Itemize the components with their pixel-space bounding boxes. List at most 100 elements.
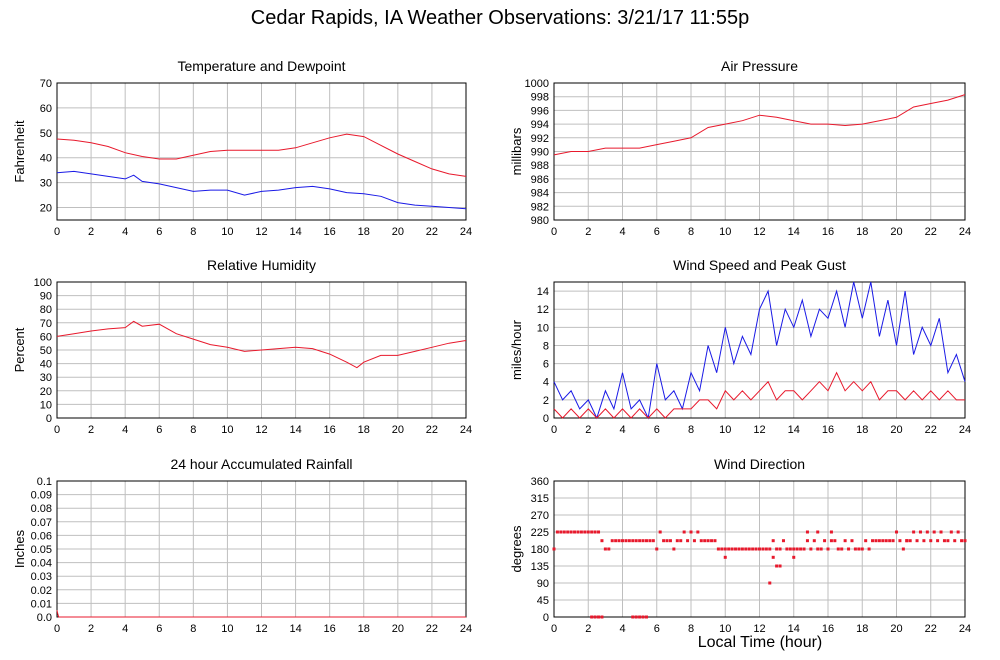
data-point bbox=[590, 530, 594, 534]
panel-title: 24 hour Accumulated Rainfall bbox=[170, 456, 352, 472]
y-tick-label: 70 bbox=[40, 318, 52, 330]
x-tick-label: 14 bbox=[788, 623, 800, 635]
x-tick-label: 24 bbox=[959, 226, 971, 238]
y-tick-label: 0.04 bbox=[31, 558, 52, 570]
x-tick-label: 16 bbox=[822, 424, 834, 436]
x-tick-label: 20 bbox=[890, 623, 902, 635]
data-point bbox=[638, 615, 642, 619]
x-tick-label: 18 bbox=[358, 623, 370, 635]
x-tick-label: 20 bbox=[392, 424, 404, 436]
x-tick-label: 22 bbox=[426, 623, 438, 635]
chart-panel-1: 0 2 4 6 8 10 12 14 16 18 20 22 249809829849869889909… bbox=[509, 58, 971, 238]
data-point bbox=[747, 547, 751, 551]
data-point bbox=[881, 539, 885, 543]
data-point bbox=[576, 530, 580, 534]
y-tick-label: 10 bbox=[40, 399, 52, 411]
y-tick-label: 0.0 bbox=[37, 612, 52, 624]
data-point bbox=[888, 539, 892, 543]
data-point bbox=[929, 539, 933, 543]
x-tick-label: 12 bbox=[753, 226, 765, 238]
data-point bbox=[627, 539, 631, 543]
data-point bbox=[610, 539, 614, 543]
data-point bbox=[617, 539, 621, 543]
data-point bbox=[771, 539, 775, 543]
data-point bbox=[908, 539, 912, 543]
data-point bbox=[655, 547, 659, 551]
y-tick-label: 6 bbox=[543, 359, 549, 371]
data-point bbox=[573, 530, 577, 534]
y-axis-label: Fahrenheit bbox=[12, 120, 27, 183]
data-point bbox=[901, 547, 905, 551]
panel-title: Wind Direction bbox=[714, 456, 805, 472]
data-point bbox=[672, 547, 676, 551]
data-point bbox=[562, 530, 566, 534]
data-point bbox=[648, 539, 652, 543]
x-tick-label: 10 bbox=[221, 623, 233, 635]
data-point bbox=[912, 530, 916, 534]
x-tick-label: 24 bbox=[959, 623, 971, 635]
data-point bbox=[644, 615, 648, 619]
x-tick-label: 10 bbox=[719, 623, 731, 635]
data-point bbox=[569, 530, 573, 534]
data-point bbox=[871, 539, 875, 543]
y-tick-label: 980 bbox=[531, 215, 549, 227]
y-tick-label: 0.1 bbox=[37, 476, 52, 488]
chart-panel-0: 0 2 4 6 8 10 12 14 16 18 20 22 24203040506070Tempera… bbox=[12, 58, 472, 238]
data-point bbox=[593, 530, 597, 534]
y-axis-label: millibars bbox=[509, 127, 524, 175]
series-line-blue bbox=[553, 281, 966, 420]
x-tick-label: 22 bbox=[925, 226, 937, 238]
x-tick-label: 2 bbox=[88, 623, 94, 635]
y-axis-label: degrees bbox=[509, 525, 524, 572]
data-point bbox=[864, 539, 868, 543]
x-tick-label: 2 bbox=[88, 226, 94, 238]
y-tick-label: 998 bbox=[531, 92, 549, 104]
x-tick-label: 16 bbox=[822, 623, 834, 635]
y-tick-label: 100 bbox=[34, 277, 52, 289]
y-tick-label: 30 bbox=[40, 372, 52, 384]
data-point bbox=[816, 547, 820, 551]
y-tick-label: 4 bbox=[543, 377, 549, 389]
x-tick-label: 0 bbox=[551, 226, 557, 238]
x-tick-label: 0 bbox=[551, 424, 557, 436]
data-point bbox=[696, 530, 700, 534]
data-point bbox=[836, 547, 840, 551]
data-point bbox=[877, 539, 881, 543]
y-tick-label: 0 bbox=[543, 612, 549, 624]
y-tick-label: 984 bbox=[531, 188, 549, 200]
y-tick-label: 0.09 bbox=[31, 490, 52, 502]
data-point bbox=[953, 539, 957, 543]
data-point bbox=[586, 530, 590, 534]
x-tick-label: 18 bbox=[358, 424, 370, 436]
data-point bbox=[679, 539, 683, 543]
data-point bbox=[716, 547, 720, 551]
data-point bbox=[829, 539, 833, 543]
x-tick-label: 2 bbox=[585, 623, 591, 635]
y-tick-label: 0.05 bbox=[31, 544, 52, 556]
data-point bbox=[963, 539, 967, 543]
chart-panel-2: 0 2 4 6 8 10 12 14 16 18 20 22 240102030405060708090… bbox=[12, 257, 472, 436]
y-tick-label: 988 bbox=[531, 160, 549, 172]
data-point bbox=[768, 547, 772, 551]
y-tick-label: 0.01 bbox=[31, 598, 52, 610]
data-point bbox=[895, 530, 898, 534]
data-point bbox=[686, 539, 690, 543]
y-tick-label: 50 bbox=[40, 345, 52, 357]
data-point bbox=[614, 539, 618, 543]
x-tick-label: 20 bbox=[890, 424, 902, 436]
data-point bbox=[860, 547, 864, 551]
plot-frame bbox=[553, 82, 966, 221]
y-tick-label: 70 bbox=[40, 78, 52, 90]
chart-panel-5: 0 2 4 6 8 10 12 14 16 18 20 22 240459013518022527031… bbox=[509, 456, 971, 635]
data-point bbox=[819, 547, 823, 551]
y-axis-label: Percent bbox=[12, 327, 27, 372]
data-point bbox=[826, 547, 830, 551]
y-tick-label: 2 bbox=[543, 395, 549, 407]
x-tick-label: 18 bbox=[856, 623, 868, 635]
data-point bbox=[600, 539, 604, 543]
x-tick-label: 0 bbox=[54, 424, 60, 436]
x-tick-label: 10 bbox=[221, 226, 233, 238]
data-point bbox=[638, 539, 642, 543]
data-point bbox=[788, 547, 792, 551]
